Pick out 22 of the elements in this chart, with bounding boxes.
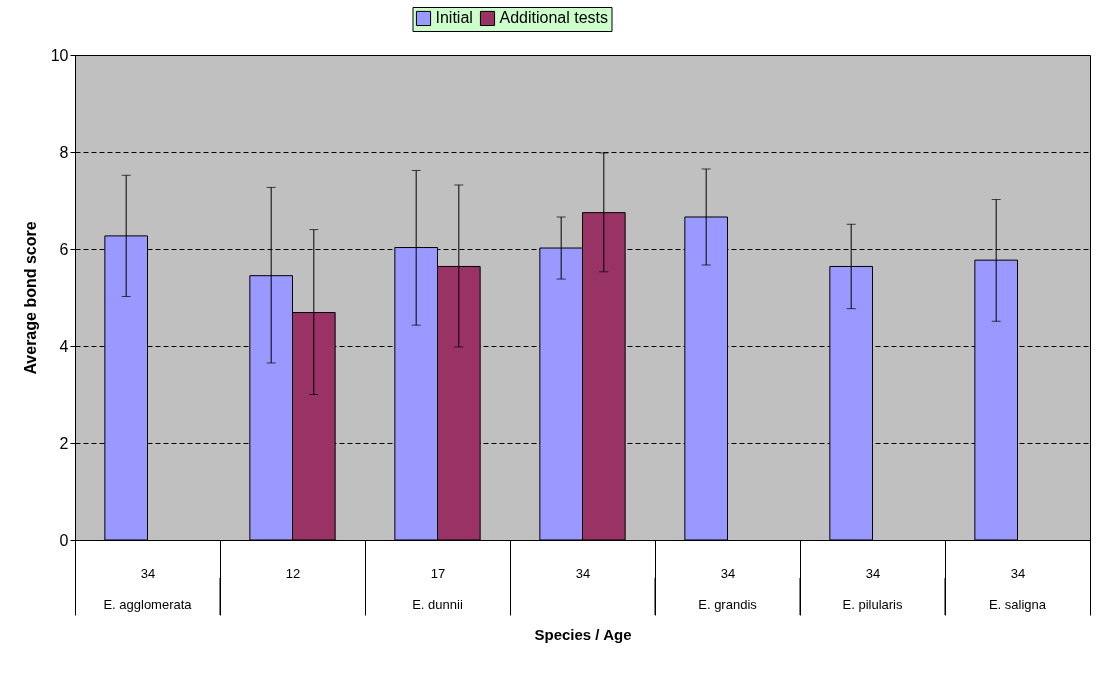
y-tick-label: 4	[59, 337, 69, 355]
x-tick-label: 17	[430, 565, 446, 581]
text: E. agglomerata	[103, 597, 193, 612]
y-tick-label: 6	[59, 240, 69, 258]
x-tick-label: 34	[575, 565, 591, 581]
x-tick-label: 34	[140, 565, 156, 581]
x-tick-label: 34	[1010, 565, 1026, 581]
y-axis-title: Average bond score	[21, 221, 39, 375]
y-tick-label: 2	[59, 434, 69, 452]
text: E. pilularis	[842, 597, 903, 612]
legend-label: Additional tests	[499, 9, 609, 27]
x-tick-label: 12	[285, 565, 301, 581]
y-tick-label: 10	[50, 46, 69, 64]
x-tick-label: 34	[720, 565, 736, 581]
y-tick-label: 8	[59, 143, 69, 161]
text: E. saligna	[988, 597, 1047, 612]
text: E. dunnii	[412, 597, 463, 612]
text: E. grandis	[698, 597, 758, 612]
y-tick-label: 0	[59, 531, 69, 549]
x-axis-title: Species / Age	[534, 626, 632, 643]
legend-label: Initial	[435, 9, 473, 27]
x-tick-label: 34	[865, 565, 881, 581]
